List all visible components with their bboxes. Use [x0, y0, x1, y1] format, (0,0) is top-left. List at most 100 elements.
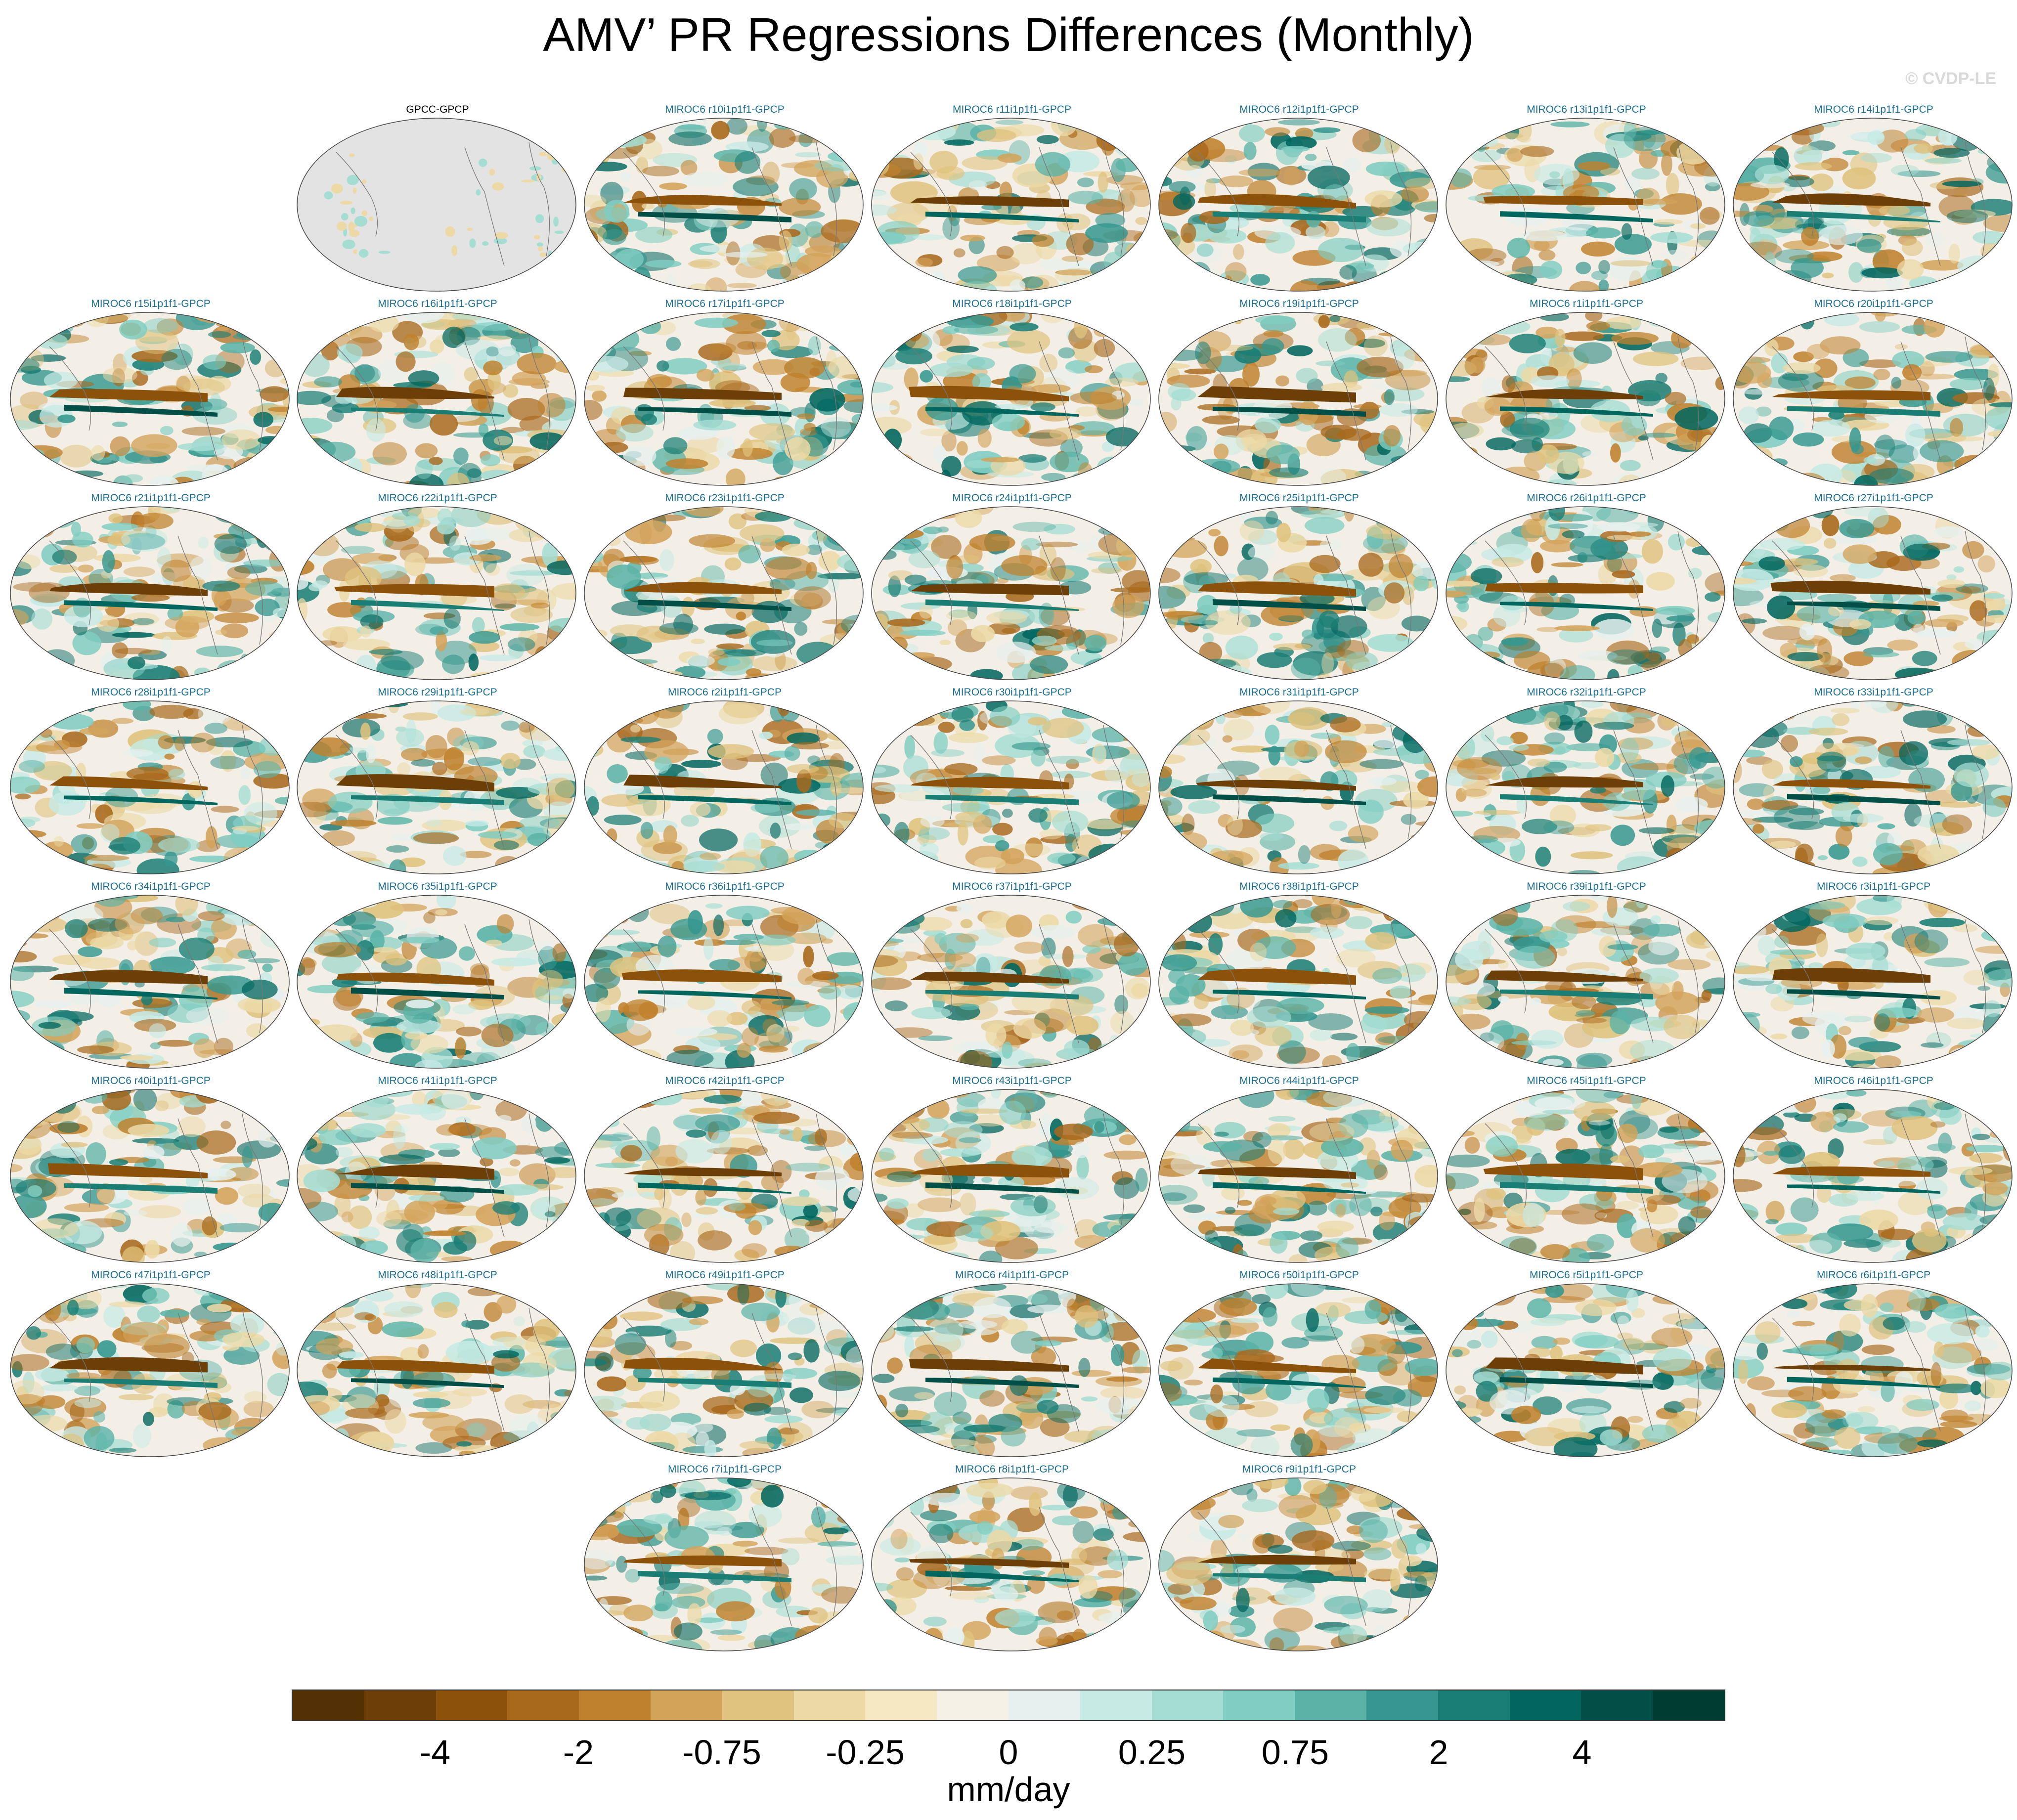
map-projection: [10, 1283, 290, 1457]
panel-label: MIROC6 r35i1p1f1-GPCP: [378, 881, 497, 892]
map-panel: MIROC6 r47i1p1f1-GPCP: [10, 1269, 292, 1457]
map-projection: [297, 118, 576, 292]
panel-label: MIROC6 r18i1p1f1-GPCP: [952, 298, 1072, 309]
map-projection: [871, 1477, 1151, 1651]
colorbar-segment: [364, 1690, 437, 1720]
map-projection: [297, 506, 576, 680]
map-projection: [584, 1477, 864, 1651]
colorbar-segment: [1223, 1690, 1296, 1720]
map-projection: [871, 1283, 1151, 1457]
map-projection: [10, 895, 290, 1069]
watermark: © CVDP-LE: [1905, 69, 1996, 88]
colorbar-segment: [579, 1690, 652, 1720]
panel-label: MIROC6 r16i1p1f1-GPCP: [378, 298, 497, 309]
panel-label: MIROC6 r48i1p1f1-GPCP: [378, 1269, 497, 1281]
map-panel: MIROC6 r29i1p1f1-GPCP: [297, 687, 578, 874]
map-projection: [1158, 895, 1438, 1069]
panel-label: MIROC6 r37i1p1f1-GPCP: [952, 881, 1072, 892]
map-panel: MIROC6 r38i1p1f1-GPCP: [1158, 881, 1440, 1069]
map-panel: MIROC6 r15i1p1f1-GPCP: [10, 298, 292, 486]
panel-label: MIROC6 r21i1p1f1-GPCP: [91, 492, 211, 504]
map-panel: MIROC6 r13i1p1f1-GPCP: [1446, 104, 1727, 292]
panel-label: MIROC6 r31i1p1f1-GPCP: [1239, 687, 1359, 698]
colorbar-segment: [1653, 1690, 1725, 1720]
map-projection: [871, 1089, 1151, 1263]
map-panel: MIROC6 r50i1p1f1-GPCP: [1158, 1269, 1440, 1457]
panel-label: MIROC6 r32i1p1f1-GPCP: [1527, 687, 1646, 698]
map-panel: MIROC6 r36i1p1f1-GPCP: [584, 881, 866, 1069]
panel-label: MIROC6 r1i1p1f1-GPCP: [1530, 298, 1643, 309]
map-projection: [1733, 1089, 2013, 1263]
panel-label: MIROC6 r6i1p1f1-GPCP: [1817, 1269, 1930, 1281]
map-panel: MIROC6 r20i1p1f1-GPCP: [1733, 298, 2015, 486]
map-panel: MIROC6 r8i1p1f1-GPCP: [871, 1464, 1153, 1651]
panel-label: MIROC6 r14i1p1f1-GPCP: [1814, 104, 1933, 115]
panel-label: MIROC6 r45i1p1f1-GPCP: [1527, 1075, 1646, 1086]
map-projection: [1446, 1089, 1725, 1263]
colorbar-segment: [1295, 1690, 1367, 1720]
panel-label: MIROC6 r13i1p1f1-GPCP: [1527, 104, 1646, 115]
map-panel: MIROC6 r14i1p1f1-GPCP: [1733, 104, 2015, 292]
map-projection: [10, 700, 290, 874]
panel-label: MIROC6 r34i1p1f1-GPCP: [91, 881, 211, 892]
panel-label: MIROC6 r47i1p1f1-GPCP: [91, 1269, 211, 1281]
map-panel: MIROC6 r41i1p1f1-GPCP: [297, 1075, 578, 1263]
panel-label: MIROC6 r7i1p1f1-GPCP: [668, 1464, 782, 1475]
colorbar-segment: [1151, 1690, 1224, 1720]
map-projection: [1733, 312, 2013, 486]
panel-label: MIROC6 r4i1p1f1-GPCP: [955, 1269, 1069, 1281]
map-panel: MIROC6 r2i1p1f1-GPCP: [584, 687, 866, 874]
map-panel: MIROC6 r30i1p1f1-GPCP: [871, 687, 1153, 874]
colorbar-segment: [1581, 1690, 1654, 1720]
panel-label: MIROC6 r24i1p1f1-GPCP: [952, 492, 1072, 504]
colorbar-segment: [1509, 1690, 1582, 1720]
panel-label: MIROC6 r33i1p1f1-GPCP: [1814, 687, 1933, 698]
map-panel: MIROC6 r7i1p1f1-GPCP: [584, 1464, 866, 1651]
colorbar-tick-label: 2: [1429, 1733, 1448, 1772]
map-panel: MIROC6 r3i1p1f1-GPCP: [1733, 881, 2015, 1069]
colorbar-tick-label: -0.75: [682, 1733, 761, 1772]
map-projection: [297, 1089, 576, 1263]
map-projection: [871, 895, 1151, 1069]
panel-label: GPCC-GPCP: [406, 104, 469, 115]
panel-label: MIROC6 r3i1p1f1-GPCP: [1817, 881, 1930, 892]
panel-label: MIROC6 r28i1p1f1-GPCP: [91, 687, 211, 698]
map-projection: [584, 312, 864, 486]
map-panel: MIROC6 r16i1p1f1-GPCP: [297, 298, 578, 486]
map-panel: MIROC6 r9i1p1f1-GPCP: [1158, 1464, 1440, 1651]
map-panel: MIROC6 r35i1p1f1-GPCP: [297, 881, 578, 1069]
map-panel: MIROC6 r18i1p1f1-GPCP: [871, 298, 1153, 486]
panel-label: MIROC6 r41i1p1f1-GPCP: [378, 1075, 497, 1086]
colorbar-segment: [436, 1690, 508, 1720]
panel-label: MIROC6 r22i1p1f1-GPCP: [378, 492, 497, 504]
map-projection: [871, 118, 1151, 292]
map-panel: MIROC6 r25i1p1f1-GPCP: [1158, 492, 1440, 680]
panel-label: MIROC6 r15i1p1f1-GPCP: [91, 298, 211, 309]
map-projection: [1733, 506, 2013, 680]
colorbar-segment: [293, 1690, 365, 1720]
map-panel: MIROC6 r49i1p1f1-GPCP: [584, 1269, 866, 1457]
map-panel: MIROC6 r23i1p1f1-GPCP: [584, 492, 866, 680]
map-panel: MIROC6 r19i1p1f1-GPCP: [1158, 298, 1440, 486]
panel-label: MIROC6 r12i1p1f1-GPCP: [1239, 104, 1359, 115]
figure-title: AMV’ PR Regressions Differences (Monthly…: [543, 8, 1474, 61]
map-panel: MIROC6 r32i1p1f1-GPCP: [1446, 687, 1727, 874]
map-panel: MIROC6 r45i1p1f1-GPCP: [1446, 1075, 1727, 1263]
colorbar-segment: [1366, 1690, 1439, 1720]
colorbar-segment: [1438, 1690, 1511, 1720]
colorbar-units: mm/day: [947, 1770, 1070, 1809]
map-panel: MIROC6 r46i1p1f1-GPCP: [1733, 1075, 2015, 1263]
map-projection: [584, 506, 864, 680]
map-panel: MIROC6 r10i1p1f1-GPCP: [584, 104, 866, 292]
map-panel: MIROC6 r4i1p1f1-GPCP: [871, 1269, 1153, 1457]
map-panel: MIROC6 r1i1p1f1-GPCP: [1446, 298, 1727, 486]
map-projection: [297, 312, 576, 486]
colorbar-tick-label: -2: [563, 1733, 594, 1772]
panel-label: MIROC6 r27i1p1f1-GPCP: [1814, 492, 1933, 504]
map-panel: MIROC6 r22i1p1f1-GPCP: [297, 492, 578, 680]
map-projection: [584, 1283, 864, 1457]
colorbar-segment: [1008, 1690, 1081, 1720]
map-projection: [1158, 700, 1438, 874]
map-projection: [871, 700, 1151, 874]
